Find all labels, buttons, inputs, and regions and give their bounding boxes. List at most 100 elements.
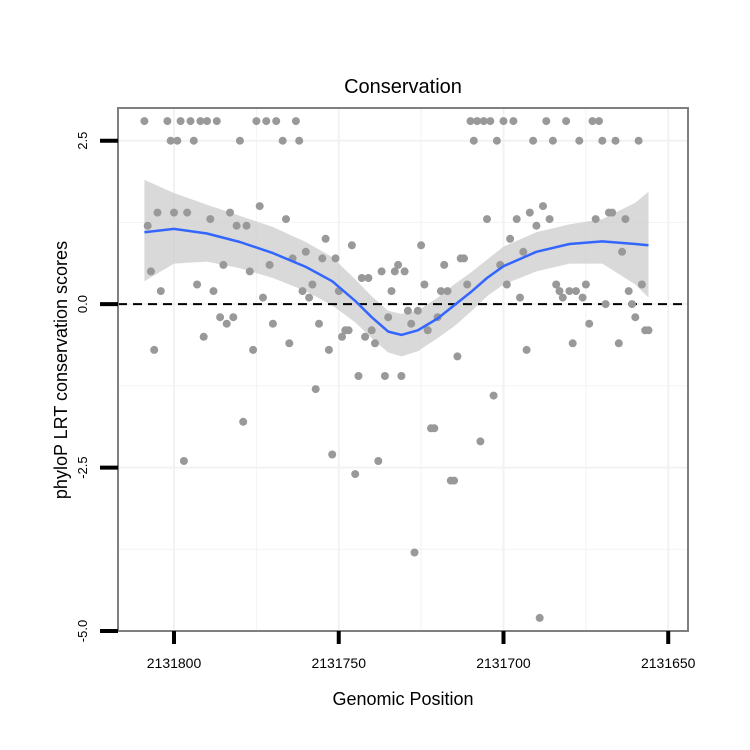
data-point [535,613,544,622]
plot-panel-border [117,107,689,632]
data-point [476,437,485,446]
data-point [628,300,636,309]
data-point [259,293,267,302]
data-point [226,208,234,217]
data-point [146,267,155,276]
data-point [367,326,376,335]
confidence-ribbon [144,179,649,357]
y-tick-label: 2.5 [75,132,90,150]
data-point [585,319,594,328]
data-point [565,287,574,296]
data-point [344,326,353,335]
data-point [249,345,258,354]
data-point [193,280,202,289]
data-point [364,274,373,282]
data-point [245,267,254,276]
data-point [265,260,274,269]
data-point [305,293,314,302]
y-axis: -5.0 -2.5 0.0 2.5 [75,132,118,642]
data-point [555,287,564,296]
loess-smooth-line [144,227,649,337]
x-tick-label: 2131800 [147,655,202,671]
data-point [492,136,501,145]
data-point [170,208,178,217]
x-tick-label: 2131750 [311,655,366,671]
data-point [311,385,320,394]
data-point [460,254,468,263]
data-point [621,215,630,224]
data-point [595,117,603,126]
data-point [532,221,541,230]
data-point [387,287,396,296]
data-point [512,215,521,224]
x-axis-label: Genomic Position [332,689,473,709]
data-point [486,117,495,126]
data-point [634,136,643,145]
data-point [417,241,426,250]
data-point [232,221,241,230]
data-point [255,202,264,211]
data-point [608,208,617,217]
data-point [529,136,538,145]
data-point [374,457,383,465]
data-point [502,280,511,289]
data-point [156,287,165,296]
y-axis-label: phyloP LRT conservation scores [51,241,71,499]
data-point [163,117,172,126]
data-point [483,215,491,224]
data-point [153,208,162,217]
data-point [552,280,561,289]
data-point [318,254,327,263]
data-point [186,117,195,126]
data-point [581,280,590,289]
data-point [575,136,584,145]
data-point [618,247,627,256]
data-point [212,117,221,126]
data-point [568,339,577,348]
data-point [516,293,524,302]
data-point [453,352,462,361]
data-point [400,267,409,276]
points-layer [140,117,653,622]
data-point [466,117,475,126]
data-point [545,215,554,224]
data-point [328,450,337,459]
smooth-line-layer [144,227,649,337]
confidence-ribbon-layer [144,179,649,357]
data-point [331,254,340,263]
data-point [598,136,607,145]
data-point [591,215,600,224]
data-point [347,241,356,250]
data-point [423,326,432,335]
data-point [614,339,623,348]
data-point [282,215,290,224]
data-point [203,117,211,126]
data-point [403,306,412,315]
data-point [588,117,597,126]
data-point [644,326,653,335]
data-point [140,117,149,126]
data-point [506,234,515,243]
data-point [199,332,208,341]
data-point [509,117,518,126]
data-point [384,313,393,322]
data-point [196,117,205,126]
chart-title: Conservation [344,76,462,98]
data-point [407,319,416,328]
data-point [542,117,551,126]
data-point [239,417,248,426]
data-point [143,221,152,230]
data-point [562,117,571,126]
data-point [473,117,482,126]
data-point [229,313,238,322]
x-tick-label: 2131650 [641,655,696,671]
data-point [611,136,620,145]
data-point [209,287,218,296]
data-point [489,391,498,400]
data-point [150,345,159,354]
data-point [377,267,386,276]
data-point [469,136,478,145]
data-point [361,332,370,341]
x-axis: 2131800 2131750 2131700 2131650 [147,631,696,671]
data-point [380,372,389,380]
